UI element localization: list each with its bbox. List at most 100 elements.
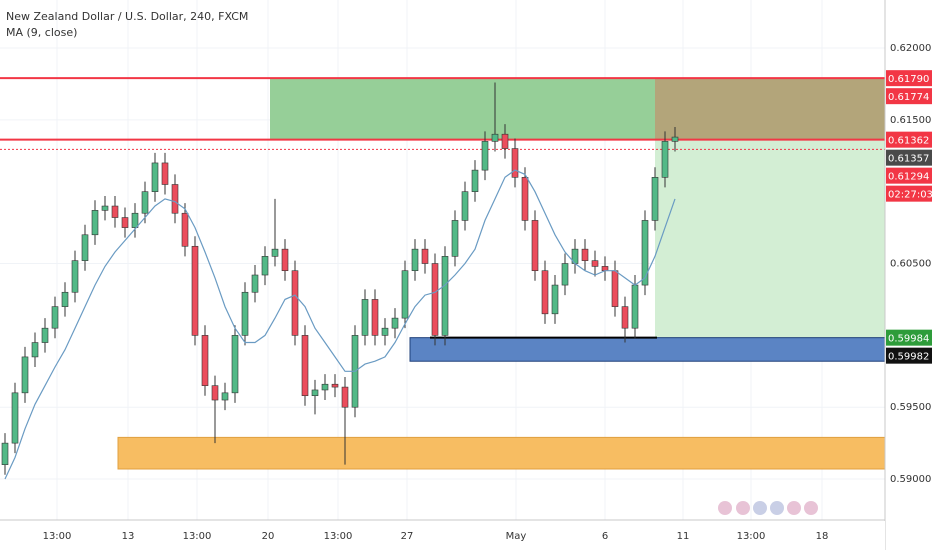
ma-line xyxy=(4,169,676,480)
candle-body xyxy=(391,317,399,329)
x-tick-label: 6 xyxy=(602,531,608,542)
price-label-bg xyxy=(886,347,932,364)
candle-body xyxy=(601,266,609,272)
zone xyxy=(409,337,886,362)
countdown: 02:27:03 xyxy=(888,190,932,201)
candle-body xyxy=(411,248,419,272)
x-tick-label: 13:00 xyxy=(183,531,212,542)
x-tick-label: 18 xyxy=(816,531,829,542)
candle-body xyxy=(321,383,329,391)
price-label-bg xyxy=(886,70,932,87)
zone xyxy=(270,78,655,140)
countdown-bg xyxy=(886,185,932,202)
price-label-bg xyxy=(886,167,932,184)
candle-body xyxy=(281,248,289,272)
candle-body xyxy=(301,335,309,397)
price-label-bg xyxy=(886,88,932,105)
x-tick-label: 20 xyxy=(262,531,275,542)
y-tick-label: 0.59000 xyxy=(890,474,931,485)
candle-body xyxy=(331,383,339,388)
candle-body xyxy=(341,386,349,408)
candle-body xyxy=(591,260,599,267)
event-icon xyxy=(804,501,818,515)
event-icon xyxy=(770,501,784,515)
candle-body xyxy=(131,212,139,228)
price-label-bg xyxy=(886,131,932,148)
chart-title: New Zealand Dollar / U.S. Dollar, 240, F… xyxy=(6,10,248,23)
candle-body xyxy=(81,234,89,261)
x-tick-label: 11 xyxy=(677,531,690,542)
price-label: 0.61774 xyxy=(888,92,929,103)
candle-body xyxy=(661,141,669,178)
candle-body xyxy=(31,342,39,358)
price-label: 0.59984 xyxy=(888,334,929,345)
candle-body xyxy=(641,220,649,286)
candle-body xyxy=(491,133,499,142)
candle-body xyxy=(261,256,269,276)
candle-body xyxy=(541,270,549,315)
event-icon xyxy=(718,501,732,515)
candle-body xyxy=(611,270,619,307)
candle-body xyxy=(271,248,279,257)
event-icon xyxy=(753,501,767,515)
candle-body xyxy=(161,162,169,185)
candle-body xyxy=(671,136,679,142)
candle-body xyxy=(211,385,219,401)
candle-body xyxy=(581,248,589,261)
candle-body xyxy=(361,299,369,336)
candle-body xyxy=(191,245,199,336)
zone xyxy=(655,78,885,140)
candle-body xyxy=(201,335,209,386)
candle-body xyxy=(371,299,379,336)
event-icons xyxy=(718,501,818,515)
x-tick-label: 13:00 xyxy=(737,531,766,542)
candle-body xyxy=(41,327,49,343)
candle-body xyxy=(181,212,189,247)
candle-body xyxy=(121,217,129,228)
candle-body xyxy=(21,356,29,394)
candle-body xyxy=(431,263,439,336)
price-label: 0.61357 xyxy=(888,154,929,165)
candle-body xyxy=(521,177,529,221)
candle-body xyxy=(241,291,249,336)
candle-body xyxy=(231,335,239,394)
indicator-label: MA (9, close) xyxy=(6,26,77,39)
plot-area xyxy=(0,0,886,520)
price-label: 0.59982 xyxy=(888,352,929,363)
candle-body xyxy=(51,306,59,329)
price-label: 0.61362 xyxy=(888,136,929,147)
candle-body xyxy=(221,392,229,401)
price-label: 0.61790 xyxy=(888,74,929,85)
candle-body xyxy=(631,284,639,329)
candle-body xyxy=(141,191,149,214)
zone xyxy=(117,436,886,470)
y-tick-label: 0.61500 xyxy=(890,115,931,126)
candle-body xyxy=(311,389,319,397)
candle-body xyxy=(291,270,299,336)
candle-body xyxy=(101,205,109,211)
candle-body xyxy=(441,256,449,336)
candle-body xyxy=(471,169,479,192)
y-tick-label: 0.60500 xyxy=(890,259,931,270)
x-tick-label: May xyxy=(506,531,527,542)
candle-body xyxy=(11,392,19,444)
candle-body xyxy=(531,220,539,272)
candle-body xyxy=(481,141,489,171)
candle-body xyxy=(251,274,259,293)
candle-body xyxy=(621,306,629,329)
candle-body xyxy=(171,184,179,214)
candle-body xyxy=(501,133,509,149)
candle-body xyxy=(111,205,119,218)
candle-body xyxy=(151,162,159,192)
price-label-bg xyxy=(886,149,932,166)
candle-body xyxy=(71,260,79,293)
candle-body xyxy=(551,284,559,315)
candle-body xyxy=(381,327,389,336)
candle-body xyxy=(461,191,469,221)
price-label-bg xyxy=(886,329,932,346)
event-icon xyxy=(787,501,801,515)
candle-body xyxy=(401,270,409,319)
candle-body xyxy=(421,248,429,264)
